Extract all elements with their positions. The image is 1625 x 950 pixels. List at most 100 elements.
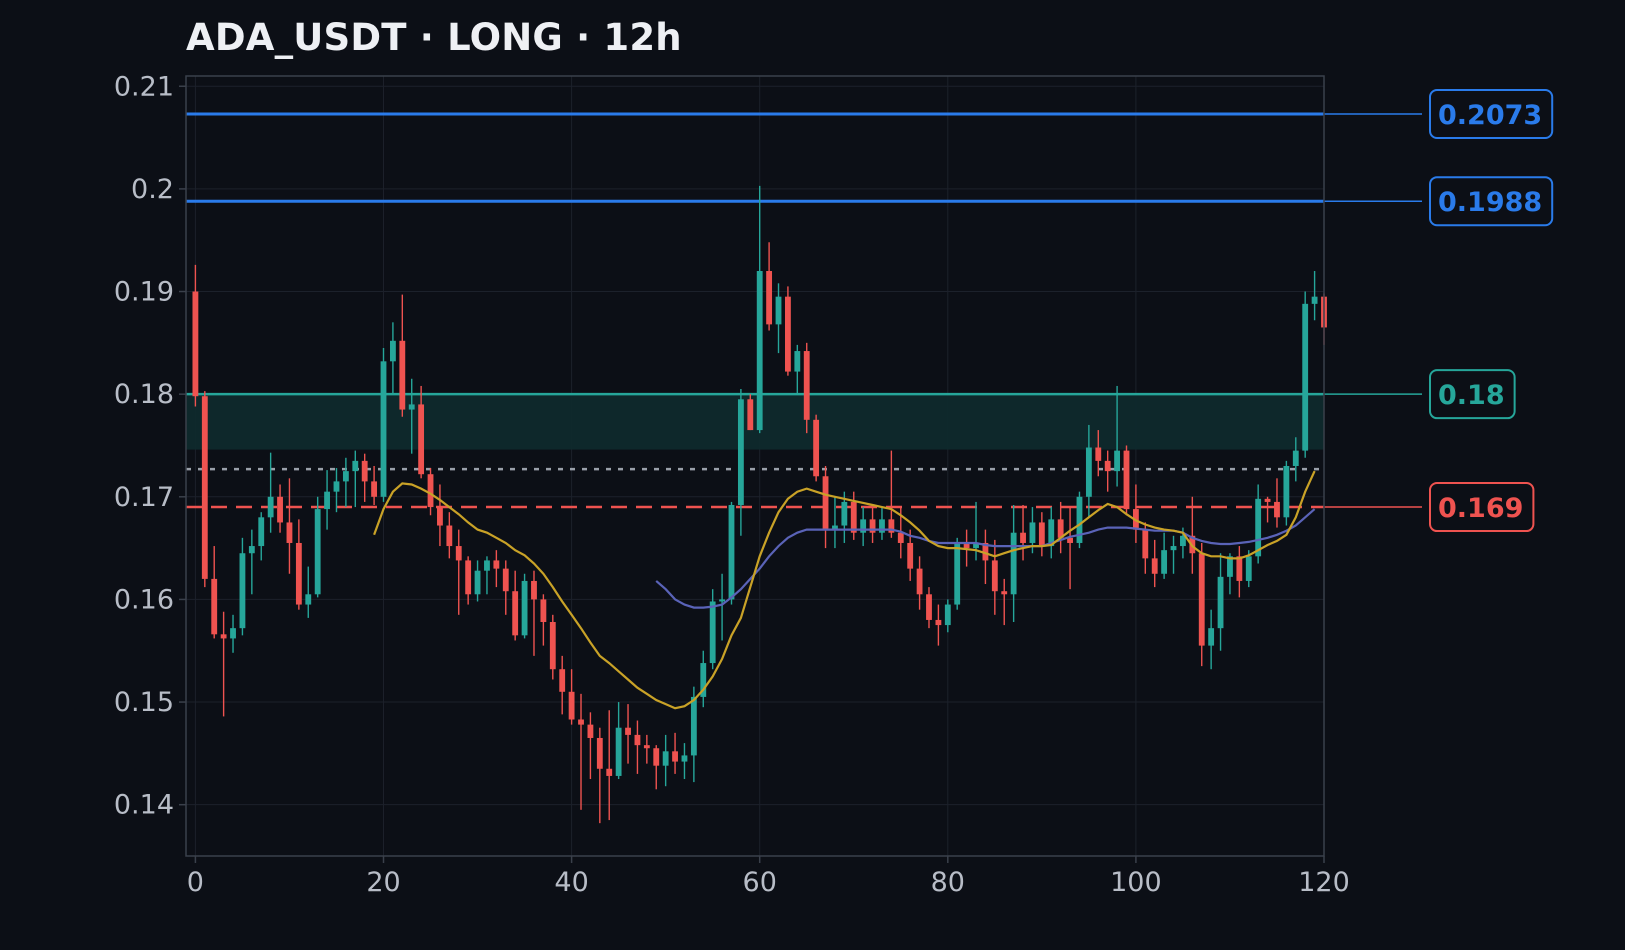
candle-body [1227, 556, 1233, 577]
candle-body [446, 525, 453, 547]
candle-body [625, 727, 631, 735]
candle-body [1123, 450, 1130, 510]
candle-body [888, 519, 895, 533]
candle-body [954, 542, 961, 605]
axes: 0.14 0.15 0.16 0.17 0.18 0.19 0.2 0.21 0 20 40 60 80… [114, 71, 1350, 898]
candle-body [1104, 460, 1111, 472]
candle-body [465, 560, 472, 595]
candle-body [1085, 447, 1092, 497]
candle-body [474, 570, 481, 595]
candle-body [352, 460, 359, 472]
candle-body [700, 663, 707, 697]
y-tick-label: 0.18 [114, 379, 174, 410]
candle-body [408, 404, 415, 410]
plot-frame [185, 75, 1325, 857]
candle-body [1274, 501, 1280, 518]
candle-body [860, 519, 867, 533]
candle-body [201, 396, 208, 579]
candle-body [944, 604, 951, 626]
candle-body [879, 519, 885, 533]
candle-body [455, 546, 462, 561]
candle-body [662, 751, 669, 766]
candle-body [935, 619, 942, 626]
y-tick-label: 0.16 [114, 584, 174, 615]
candle-body [916, 568, 923, 595]
candle-body [568, 691, 575, 720]
candle-body [512, 591, 519, 636]
candle-body [267, 496, 274, 518]
candle-body [1001, 591, 1008, 595]
candle-body [737, 399, 744, 505]
candle-body [709, 601, 716, 664]
candle-body [342, 471, 349, 482]
candle-body [1095, 447, 1102, 461]
candle-body [728, 505, 735, 600]
candle-body [1208, 628, 1215, 646]
level-label-stop: 0.169 [1438, 493, 1523, 524]
y-tick-label: 0.21 [114, 71, 174, 102]
candle-body [785, 296, 791, 372]
candle-body [643, 745, 650, 749]
target-zone-band [186, 394, 1324, 450]
candle-body [1264, 498, 1271, 502]
candle-body [239, 553, 246, 629]
candle-body [371, 481, 378, 497]
candle-body [389, 340, 396, 362]
candle-body [578, 719, 584, 725]
candle-body [1255, 498, 1262, 557]
level-label-target: 0.18 [1438, 380, 1505, 411]
candle-body [324, 491, 330, 510]
candle-body [973, 542, 979, 549]
candle-body [1245, 556, 1252, 581]
candle-body [794, 351, 801, 372]
candle-body [1057, 519, 1064, 538]
candle-body [869, 519, 876, 533]
y-tick-label: 0.15 [114, 687, 174, 718]
candle-body [1048, 519, 1055, 547]
candle-body [1198, 553, 1205, 646]
candle-body [540, 599, 547, 622]
level-label-box [1429, 88, 1554, 139]
ma-fast-line [373, 470, 1316, 710]
candle-body [418, 404, 425, 475]
candle-body [775, 296, 782, 325]
level-lines [186, 112, 1422, 509]
candle-body [719, 599, 725, 602]
candle-body [399, 340, 406, 410]
candle-body [220, 634, 227, 639]
candle-body [333, 481, 340, 492]
candle-body [559, 669, 566, 692]
candle-body [305, 594, 312, 605]
candle-body [493, 560, 500, 569]
candle-body [314, 509, 321, 595]
candle-body [841, 501, 848, 526]
y-tick-label: 0.19 [114, 277, 174, 308]
candle-body [1311, 296, 1318, 304]
level-labels: 0.2073 0.1988 0.18 0.169 [1429, 88, 1554, 533]
candle-body [681, 755, 688, 762]
candle-body [1236, 556, 1243, 581]
candle-body [991, 560, 998, 592]
candle-body [1217, 576, 1224, 629]
candle-body [277, 496, 283, 523]
chart-title: ADA_USDT · LONG · 12h [186, 16, 682, 59]
candle-body [1151, 558, 1158, 574]
candle-body [672, 751, 678, 762]
candle-body [361, 460, 368, 482]
candle-body [606, 768, 613, 776]
y-tick-label: 0.2 [131, 174, 174, 205]
level-label-resistance: 0.2073 [1438, 100, 1542, 131]
candle-body [192, 291, 199, 397]
candle-body [248, 546, 255, 554]
x-tick-label: 80 [931, 867, 965, 898]
candle-body [690, 696, 697, 756]
candle-body [230, 628, 236, 639]
candle-body [1170, 546, 1177, 551]
candle-body [1292, 450, 1299, 466]
candle-body [1180, 535, 1186, 547]
moving-averages [373, 470, 1316, 710]
x-tick-label: 0 [187, 867, 204, 898]
ma-slow-line [655, 508, 1316, 609]
